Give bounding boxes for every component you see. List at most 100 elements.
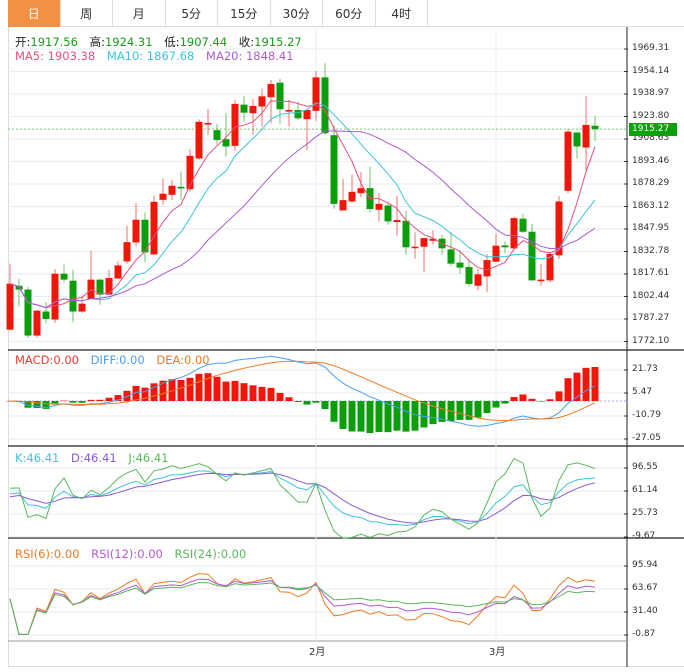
- close-label: 收:: [238, 35, 255, 49]
- price-tick-label: 1908.63: [632, 133, 670, 143]
- tab-7[interactable]: 4时: [376, 0, 428, 27]
- candle-up: [393, 220, 401, 223]
- price-tick-label: 1969.31: [632, 43, 670, 53]
- ma20-value: MA20: 1848.41: [206, 49, 294, 63]
- macd-bar: [87, 399, 95, 401]
- macd-bar: [582, 367, 590, 401]
- candle-up: [285, 109, 293, 112]
- rsi-tick-label: 31.40: [632, 606, 658, 616]
- price-tick-label: 1817.61: [632, 268, 670, 278]
- macd-tick-label: -27.05: [632, 433, 662, 443]
- price-tick-label: 1863.12: [632, 200, 670, 211]
- candle-up: [159, 193, 167, 200]
- macd-bar: [60, 400, 68, 402]
- macd-bar: [537, 401, 545, 402]
- candle-up: [564, 131, 572, 191]
- candle-down: [60, 273, 68, 280]
- macd-bar: [312, 401, 320, 403]
- candle-up: [6, 283, 14, 330]
- candle-up: [555, 201, 563, 256]
- macd-bar: [213, 376, 221, 401]
- macd-bar: [96, 399, 104, 401]
- macd-bar: [132, 385, 140, 401]
- kdj-legend: K:46.41 D:46.41 J:46.41: [15, 451, 177, 465]
- macd-value: MACD:0.00: [15, 353, 79, 367]
- price-tick-label: 1878.29: [632, 178, 670, 188]
- macd-bar: [249, 385, 257, 401]
- k-line: [9, 470, 596, 526]
- rsi6-value: RSI(6):0.00: [15, 547, 80, 561]
- price-tick-label: 1787.27: [632, 313, 670, 323]
- macd-bar: [591, 366, 599, 401]
- macd-bar: [159, 380, 167, 401]
- rsi12-value: RSI(12):0.00: [91, 547, 163, 561]
- tab-0[interactable]: 日: [8, 0, 61, 27]
- macd-bar: [492, 401, 500, 408]
- tab-3[interactable]: 5分: [166, 0, 218, 27]
- kdj-tick-label: -9.67: [632, 531, 656, 541]
- candle-up: [357, 188, 365, 194]
- macd-tick-label: -10.79: [632, 410, 662, 420]
- macd-bar: [438, 401, 446, 422]
- candle-down: [96, 279, 104, 295]
- candle-up: [33, 310, 41, 336]
- rsi12-line: [9, 578, 596, 635]
- tab-2[interactable]: 月: [113, 0, 166, 27]
- macd-bar: [42, 401, 50, 409]
- price-tick-label: 1832.78: [632, 245, 670, 256]
- macd-bar: [195, 373, 203, 401]
- tab-1[interactable]: 周: [61, 0, 113, 27]
- candle-up: [375, 203, 383, 210]
- macd-bar: [258, 386, 266, 401]
- macd-bar: [321, 401, 329, 410]
- macd-bar: [366, 401, 374, 434]
- macd-bar: [429, 401, 437, 425]
- macd-bar: [204, 373, 212, 401]
- macd-bar: [465, 401, 473, 420]
- ma-legend: MA5: 1903.38 MA10: 1867.68 MA20: 1848.41: [15, 49, 302, 63]
- macd-bar: [348, 401, 356, 432]
- ohlc-legend: 开:1917.56 高:1924.31 低:1907.44 收:1915.27: [15, 34, 310, 50]
- macd-bar: [564, 378, 572, 401]
- macd-bar: [123, 390, 131, 401]
- d-line: [9, 472, 596, 524]
- macd-bar: [240, 383, 248, 401]
- candle-up: [150, 201, 158, 255]
- candle-up: [411, 246, 419, 249]
- ma20-line: [9, 130, 596, 309]
- macd-bar: [177, 379, 185, 401]
- macd-bar: [285, 397, 293, 401]
- macd-bar: [33, 401, 41, 409]
- macd-bar: [501, 401, 509, 404]
- candle-up: [303, 109, 311, 120]
- price-tick-label: 1802.44: [632, 290, 670, 301]
- open-label: 开:: [15, 35, 31, 49]
- d-value: D:46.41: [71, 451, 117, 465]
- dea-line: [9, 360, 596, 422]
- low-label: 低:: [164, 35, 180, 49]
- macd-bar: [357, 401, 365, 432]
- candle-up: [312, 77, 320, 111]
- candle-down: [447, 249, 455, 264]
- rsi24-line: [9, 582, 596, 635]
- candle-down: [294, 109, 302, 119]
- macd-bar: [384, 401, 392, 433]
- candle-down: [330, 135, 338, 204]
- tab-6[interactable]: 60分: [323, 0, 376, 27]
- price-tick-label: 1893.46: [632, 155, 670, 166]
- macd-bar: [402, 401, 410, 432]
- macd-bar: [555, 391, 563, 401]
- rsi-legend: RSI(6):0.00 RSI(12):0.00 RSI(24):0.00: [15, 547, 254, 561]
- macd-bar: [339, 401, 347, 429]
- rsi-tick-label: 95.94: [632, 560, 658, 570]
- rsi6-line: [9, 573, 596, 635]
- candle-up: [78, 303, 86, 312]
- tab-4[interactable]: 15分: [218, 0, 271, 27]
- macd-bar: [114, 395, 122, 401]
- candle-down: [141, 219, 149, 253]
- current-price-tag: 1915.27: [629, 123, 677, 136]
- diff-value: DIFF:0.00: [90, 353, 145, 367]
- price-tick-label: 1923.80: [632, 110, 670, 121]
- tab-5[interactable]: 30分: [271, 0, 323, 27]
